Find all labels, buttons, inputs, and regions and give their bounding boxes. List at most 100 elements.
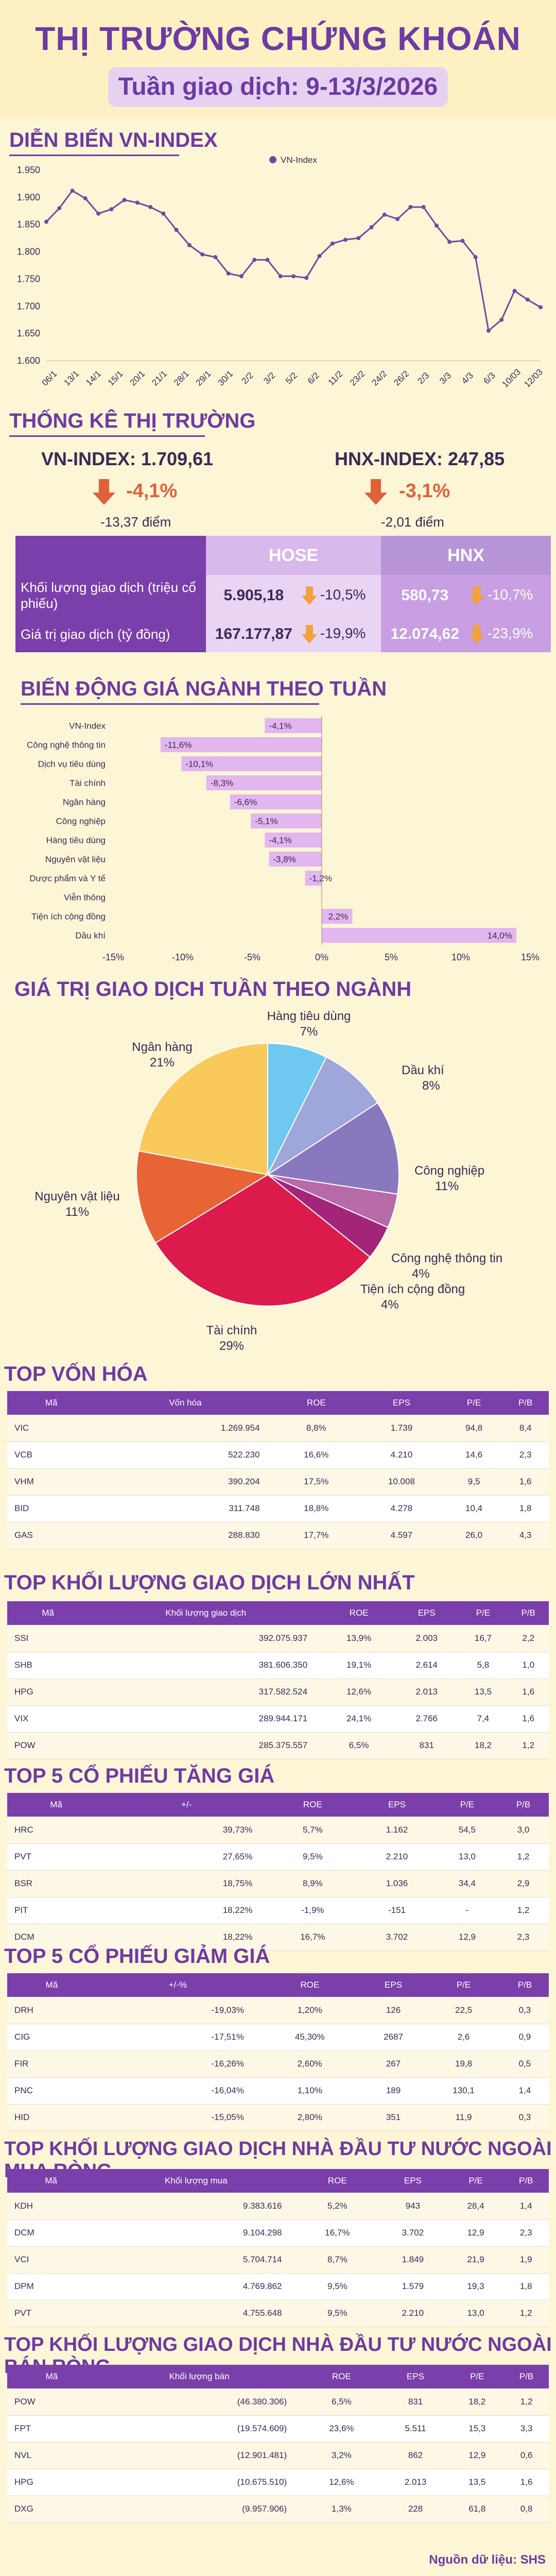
table-cell: 4,3 — [502, 1522, 549, 1549]
vnindex-point — [473, 255, 478, 260]
column-header: Mã — [7, 1601, 89, 1625]
table-cell: VIC — [7, 1415, 96, 1442]
x-tick-label: 4/3 — [460, 370, 475, 386]
sector-bar — [269, 852, 322, 867]
table-cell: 4.755.648 — [95, 2300, 298, 2327]
sector-bar — [206, 775, 322, 790]
vnindex-point — [356, 236, 361, 241]
column-header: EPS — [380, 2365, 450, 2388]
table-row: FIR -16,26% 2,60% 267 19,8 0,5 — [7, 2050, 549, 2078]
hnxindex-value: HNX-INDEX: 247,85 — [335, 448, 505, 469]
table-row: HPG (10.675.510) 12,6% 2.013 13,5 1,6 — [7, 2469, 549, 2496]
table-cell: 18,22% — [105, 1897, 268, 1924]
table-cell: 3,0 — [498, 1817, 549, 1844]
table-cell: 1,0 — [508, 1652, 549, 1679]
top-losers-heading: TOP 5 CỔ PHIẾU GIẢM GIÁ — [4, 1945, 270, 1968]
table-row: NVL (12.901.481) 3,2% 862 12,9 0,6 — [7, 2442, 549, 2469]
table-cell: 9,5% — [268, 1843, 358, 1871]
vnindex-point — [213, 255, 218, 260]
legend-marker — [269, 156, 276, 163]
top-cap-table: Mã Vốn hóa ROE EPS P/E P/B VIC 1.269.954 8,8% 1.7… — [7, 1391, 549, 1549]
table-cell: 19,1% — [323, 1652, 395, 1679]
table-cell: 5,8 — [458, 1652, 508, 1679]
vnindex-points: -13,37 điểm — [100, 514, 171, 530]
table-row: VHM 390.204 17,5% 10.008 9,5 1,6 — [7, 1468, 549, 1496]
table-cell: VCB — [7, 1442, 96, 1469]
table-row: PIT 18,22% -1,9% -151-1,2 — [7, 1897, 549, 1924]
hose-value-pct: -19,9% — [320, 625, 366, 641]
table-cell: 12,9 — [448, 2219, 503, 2247]
vnindex-point — [83, 196, 88, 200]
table-cell: 1,2 — [498, 1897, 549, 1924]
table-cell: CIG — [7, 2024, 96, 2051]
hnx-value-pct: -23,9% — [487, 625, 533, 641]
vnindex-point — [486, 328, 491, 333]
bar-category-label: Ngân hàng — [63, 798, 106, 807]
hnxindex-down-arrow-icon — [364, 479, 387, 505]
table-cell: 831 — [395, 1732, 459, 1759]
table-cell: 45,30% — [259, 2024, 360, 2051]
column-header: EPS — [357, 1391, 446, 1415]
table-cell: 351 — [360, 2104, 427, 2131]
table-cell: 12,9 — [450, 2442, 505, 2469]
column-header: ROE — [259, 1973, 360, 1997]
sector-bar — [322, 909, 353, 924]
x-tick-label: 30/1 — [216, 369, 235, 388]
sector-change-heading: BIẾN ĐỘNG GIÁ NGÀNH THEO TUẦN — [21, 677, 387, 700]
pie-slice — [267, 1042, 327, 1175]
y-tick-label: 1.700 — [17, 301, 40, 311]
table-cell: PIT — [7, 1897, 106, 1924]
vnindex-point — [460, 239, 465, 243]
stats-heading: THỐNG KÊ THỊ TRƯỜNG — [9, 410, 256, 432]
table-cell: 9,5% — [297, 2300, 378, 2327]
table-cell: 831 — [380, 2388, 450, 2416]
table-cell: 1,4 — [503, 2193, 549, 2220]
top-gainers-heading: TOP 5 CỔ PHIẾU TĂNG GIÁ — [4, 1765, 275, 1787]
sector-bar — [181, 756, 322, 771]
table-cell: 1,2 — [498, 1843, 549, 1871]
bar-value-label: 2,2% — [328, 912, 349, 922]
table-cell: 54,5 — [436, 1817, 498, 1844]
vnindex-series-line — [45, 190, 541, 332]
table-row: KDH 9.383.616 5,2% 943 28,4 1,4 — [7, 2193, 549, 2220]
table-cell: 1,2 — [508, 1732, 549, 1759]
table-cell: 189 — [360, 2077, 427, 2105]
column-header: Mã — [7, 1793, 106, 1817]
hose-volume-pct: -10,5% — [320, 586, 366, 603]
pie-slice-name: Tài chính — [206, 1324, 257, 1337]
table-cell: PNC — [7, 2077, 96, 2105]
vnindex-point — [538, 305, 543, 310]
table-cell: 7,4 — [458, 1705, 508, 1733]
bar-category-label: VN-Index — [69, 721, 106, 731]
table-cell: 61,8 — [450, 2496, 505, 2523]
table-cell: -16,04% — [96, 2077, 259, 2105]
table-row: VIC 1.269.954 8,8% 1.739 94,8 8,4 — [7, 1415, 549, 1442]
table-cell: 1,3% — [302, 2496, 381, 2523]
table-cell: 1,2 — [504, 2388, 549, 2416]
table-cell: 17,5% — [275, 1468, 357, 1496]
table-cell: -15,05% — [96, 2104, 259, 2131]
sector-change-heading-underline — [21, 703, 319, 705]
vnindex-point — [265, 258, 270, 262]
table-cell: 8,9% — [268, 1870, 358, 1897]
x-tick-label: 6/3 — [482, 370, 497, 386]
hnxindex-points: -2,01 điểm — [381, 514, 444, 530]
column-header: Mã — [7, 2365, 96, 2388]
table-cell: 2.003 — [395, 1625, 459, 1652]
table-cell: GAS — [7, 1522, 96, 1549]
page-title: THỊ TRƯỜNG CHỨNG KHOÁN — [35, 20, 521, 57]
table-cell: DRH — [7, 1997, 96, 2024]
table-row: DCM 18,22% 16,7% 3.702 12,9 2,3 — [7, 1924, 549, 1951]
bar-value-label: -3,8% — [273, 855, 296, 865]
table-cell: 289.944.171 — [89, 1705, 323, 1733]
table-cell: 2,60% — [259, 2050, 360, 2078]
pie-slice-label: 21% — [150, 1056, 175, 1070]
column-header: Vốn hóa — [95, 1391, 275, 1415]
vnindex-point — [57, 206, 62, 210]
column-header: EPS — [360, 1973, 427, 1997]
vnindex-point — [408, 205, 413, 209]
table-row: VIX 289.944.171 24,1% 2.766 7,4 1,6 — [7, 1705, 549, 1733]
table-row: PNC -16,04% 1,10% 189 130,1 1,4 — [7, 2077, 549, 2105]
x-tick-label: 0% — [315, 952, 328, 962]
table-cell: VHM — [7, 1468, 96, 1496]
